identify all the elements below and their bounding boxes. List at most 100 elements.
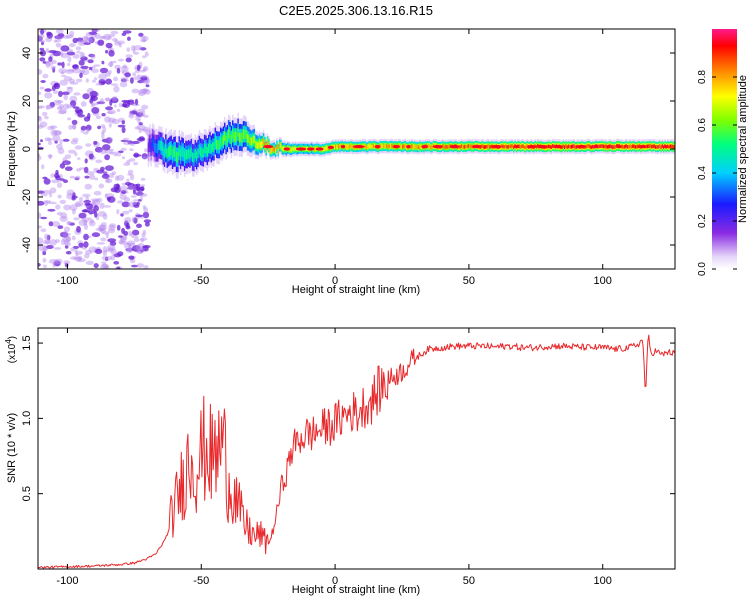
spectrogram-noise-speck	[59, 178, 65, 181]
spectrogram-ridge-cell	[535, 145, 538, 149]
spectrogram-noise-speck	[131, 229, 140, 236]
colorbar-gradient	[712, 29, 737, 269]
spectrogram-ridge-cell	[161, 141, 163, 151]
spectrogram-noise-speck	[110, 97, 119, 104]
spectrogram-noise-speck	[62, 160, 71, 165]
spectrogram-ridge-cell	[668, 145, 670, 149]
spectrogram-y-label: Frequency (Hz)	[6, 111, 18, 187]
spectrogram-ridge-cell	[165, 143, 167, 154]
spectrogram-noise-speck	[57, 147, 65, 155]
spectrogram-noise-speck	[74, 152, 78, 157]
spectrogram-ridge-cell	[277, 148, 279, 153]
spectrogram-ridge-cell	[221, 137, 223, 147]
spectrogram-noise-speck	[63, 226, 71, 232]
spectrogram-ridge-cell	[150, 142, 152, 152]
spectrogram-ridge-cell	[632, 144, 634, 148]
spectrogram-noise-speck	[121, 70, 125, 74]
spectrogram-noise-speck	[99, 202, 105, 209]
spectrogram-noise-speck	[38, 34, 45, 39]
spectrogram-noise-speck	[91, 232, 101, 238]
spectrogram-ridge-cell	[218, 140, 221, 150]
spectrogram-noise-speck	[84, 223, 88, 230]
spectrogram-noise-speck	[123, 230, 129, 236]
spectrogram-ridge-cell	[217, 140, 219, 150]
spectrogram-noise-speck	[54, 140, 58, 144]
spectrogram-noise-speck	[126, 242, 135, 246]
spectrogram-noise-speck	[94, 33, 101, 40]
spectrogram-peak	[283, 147, 291, 151]
spectrogram-noise-speck	[140, 237, 148, 241]
spectrogram-noise-speck	[60, 232, 69, 238]
spectrogram-ridge-cell	[195, 151, 198, 161]
spectrogram-ridge-cell	[197, 148, 199, 159]
spectrogram-peak	[593, 145, 599, 149]
spectrogram-noise-speck	[90, 198, 100, 201]
tick-label: 100	[594, 275, 612, 287]
spectrogram-ridge-cell	[351, 144, 353, 149]
spectrogram-ridge-cell	[258, 140, 261, 147]
spectrogram-noise-speck	[125, 54, 133, 59]
colorbar-ticks: 0.0 0.2 0.4 0.6 0.8	[697, 70, 737, 276]
spectrogram-ridge-cell	[460, 144, 463, 148]
spectrogram-noise-speck	[38, 200, 45, 206]
tick-label: 0	[21, 146, 33, 152]
spectrogram-noise-speck	[76, 37, 84, 42]
spectrogram-ridge-cell	[563, 145, 566, 149]
spectrogram-noise-speck	[61, 35, 71, 39]
spectrogram-noise-speck	[48, 154, 52, 160]
spectrogram-noise-speck	[91, 107, 100, 114]
spectrogram-noise-speck	[131, 245, 141, 252]
spectrogram-noise-speck	[102, 213, 108, 220]
spectrogram-ridge-cell	[388, 144, 391, 149]
spectrogram-noise-speck	[101, 113, 106, 117]
spectrogram-noise-speck	[85, 260, 94, 265]
spectrogram-noise-speck	[39, 47, 45, 51]
spectrogram-noise-speck	[103, 33, 111, 41]
spectrogram-noise-speck	[67, 149, 77, 154]
tick-label: 100	[594, 575, 612, 587]
spectrogram-ridge-cell	[236, 132, 238, 142]
spectrogram-noise-speck	[101, 132, 105, 140]
spectrogram-noise-speck	[54, 258, 63, 264]
tick-label: 20	[21, 95, 33, 107]
spectrogram-noise-speck	[109, 151, 115, 155]
spectrogram-ridge-cell	[199, 146, 202, 157]
spectrogram-ridge-cell	[430, 145, 432, 150]
spectrogram-noise-speck	[38, 36, 43, 42]
spectrogram-noise-speck	[131, 88, 140, 94]
spectrogram-noise-speck	[42, 73, 49, 79]
spectrogram-noise-speck	[120, 78, 127, 83]
spectrogram-noise-speck	[93, 211, 98, 218]
spectrogram-peak	[327, 145, 334, 149]
spectrogram-noise-speck	[142, 205, 147, 210]
spectrogram-noise-speck	[88, 217, 92, 220]
spectrogram-noise-speck	[43, 178, 51, 185]
spectrogram-noise-speck	[85, 32, 91, 37]
spectrogram-noise-speck	[109, 241, 117, 247]
spectrogram-ridge-cell	[163, 148, 166, 158]
spectrogram-noise-speck	[79, 167, 85, 170]
spectrogram-noise-speck	[55, 169, 59, 175]
spectrogram-noise-speck	[102, 126, 107, 133]
spectrogram-noise-speck	[63, 161, 68, 165]
spectrogram-noise-speck	[87, 208, 96, 215]
spectrogram-noise-speck	[38, 155, 42, 161]
spectrogram-ridge-cell	[673, 145, 675, 149]
spectrogram-ridge-cell	[470, 144, 472, 149]
spectrogram-noise-speck	[141, 104, 149, 110]
spectrogram-ridge-cell	[225, 135, 227, 146]
spectrogram-noise-speck	[66, 63, 71, 66]
spectrogram-noise-speck	[50, 65, 56, 70]
spectrogram-ridge-cell	[597, 144, 599, 149]
spectrogram-noise-speck	[63, 204, 71, 211]
spectrogram-noise-speck	[48, 50, 57, 54]
spectrogram-noise-speck	[43, 264, 47, 268]
spectrogram-ridge-cell	[256, 141, 258, 149]
spectrogram-ridge-cell	[252, 136, 254, 145]
spectrogram-noise-speck	[78, 59, 85, 66]
spectrogram-noise-speck	[137, 91, 146, 97]
spectrogram-noise-speck	[48, 259, 58, 264]
spectrogram-noise-speck	[108, 122, 112, 128]
spectrogram-ridge-cell	[411, 144, 413, 148]
spectrogram-ridge-cell	[418, 145, 420, 150]
